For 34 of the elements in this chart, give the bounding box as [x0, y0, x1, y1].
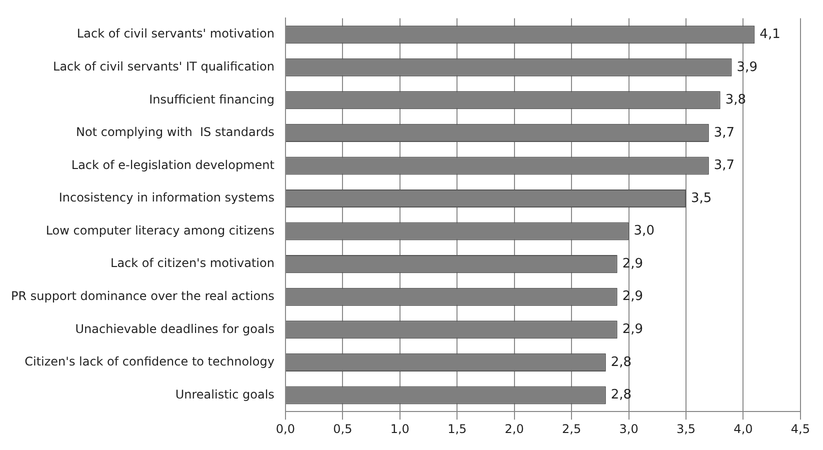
data-label: 4,1: [760, 26, 780, 42]
y-tick-label: Citizen's lack of confidence to technology: [24, 354, 274, 369]
x-tick-label: 0,0: [276, 422, 295, 436]
data-label: 2,8: [610, 354, 632, 370]
x-tick-label: 3,0: [619, 422, 638, 436]
y-tick-label: Lack of civil servants' IT qualification: [53, 60, 274, 74]
x-tick-label: 2,0: [504, 422, 524, 436]
data-label: 2,9: [622, 322, 644, 338]
data-label: 2,9: [622, 289, 644, 304]
data-label: 3,8: [725, 92, 746, 108]
y-tick-label: Lack of civil servants' motivation: [76, 26, 274, 41]
x-tick-label: 0,5: [333, 422, 352, 436]
data-label: 3,7: [714, 125, 735, 140]
y-tick-label: Lack of citizen's motivation: [110, 256, 274, 270]
y-tick-label: PR support dominance over the real actions: [10, 288, 274, 303]
x-tick-label: 4,5: [790, 422, 810, 436]
y-tick-label: Lack of e-legislation development: [71, 158, 275, 172]
y-tick-label: Not complying with IS standards: [76, 125, 274, 140]
x-tick-label: 4,0: [734, 422, 753, 436]
y-tick-label: Unachievable deadlines for goals: [75, 322, 274, 336]
data-label: 3,7: [714, 158, 735, 174]
data-label: 2,8: [610, 388, 632, 403]
x-tick-label: 1,5: [448, 422, 467, 436]
y-tick-label: Low computer literacy among citizens: [46, 223, 274, 238]
data-label: 3,5: [691, 190, 712, 206]
x-tick-label: 3,5: [676, 422, 696, 436]
y-tick-label: Insufficient financing: [149, 92, 274, 106]
y-tick-label: Incosistency in information systems: [58, 190, 274, 205]
data-label: 3,9: [736, 60, 758, 75]
data-label: 3,0: [634, 224, 654, 239]
x-tick-label: 1,0: [390, 422, 410, 436]
y-tick-label: Unrealistic goals: [175, 387, 274, 402]
data-label: 2,9: [622, 256, 644, 272]
x-tick-label: 2,5: [562, 422, 582, 436]
